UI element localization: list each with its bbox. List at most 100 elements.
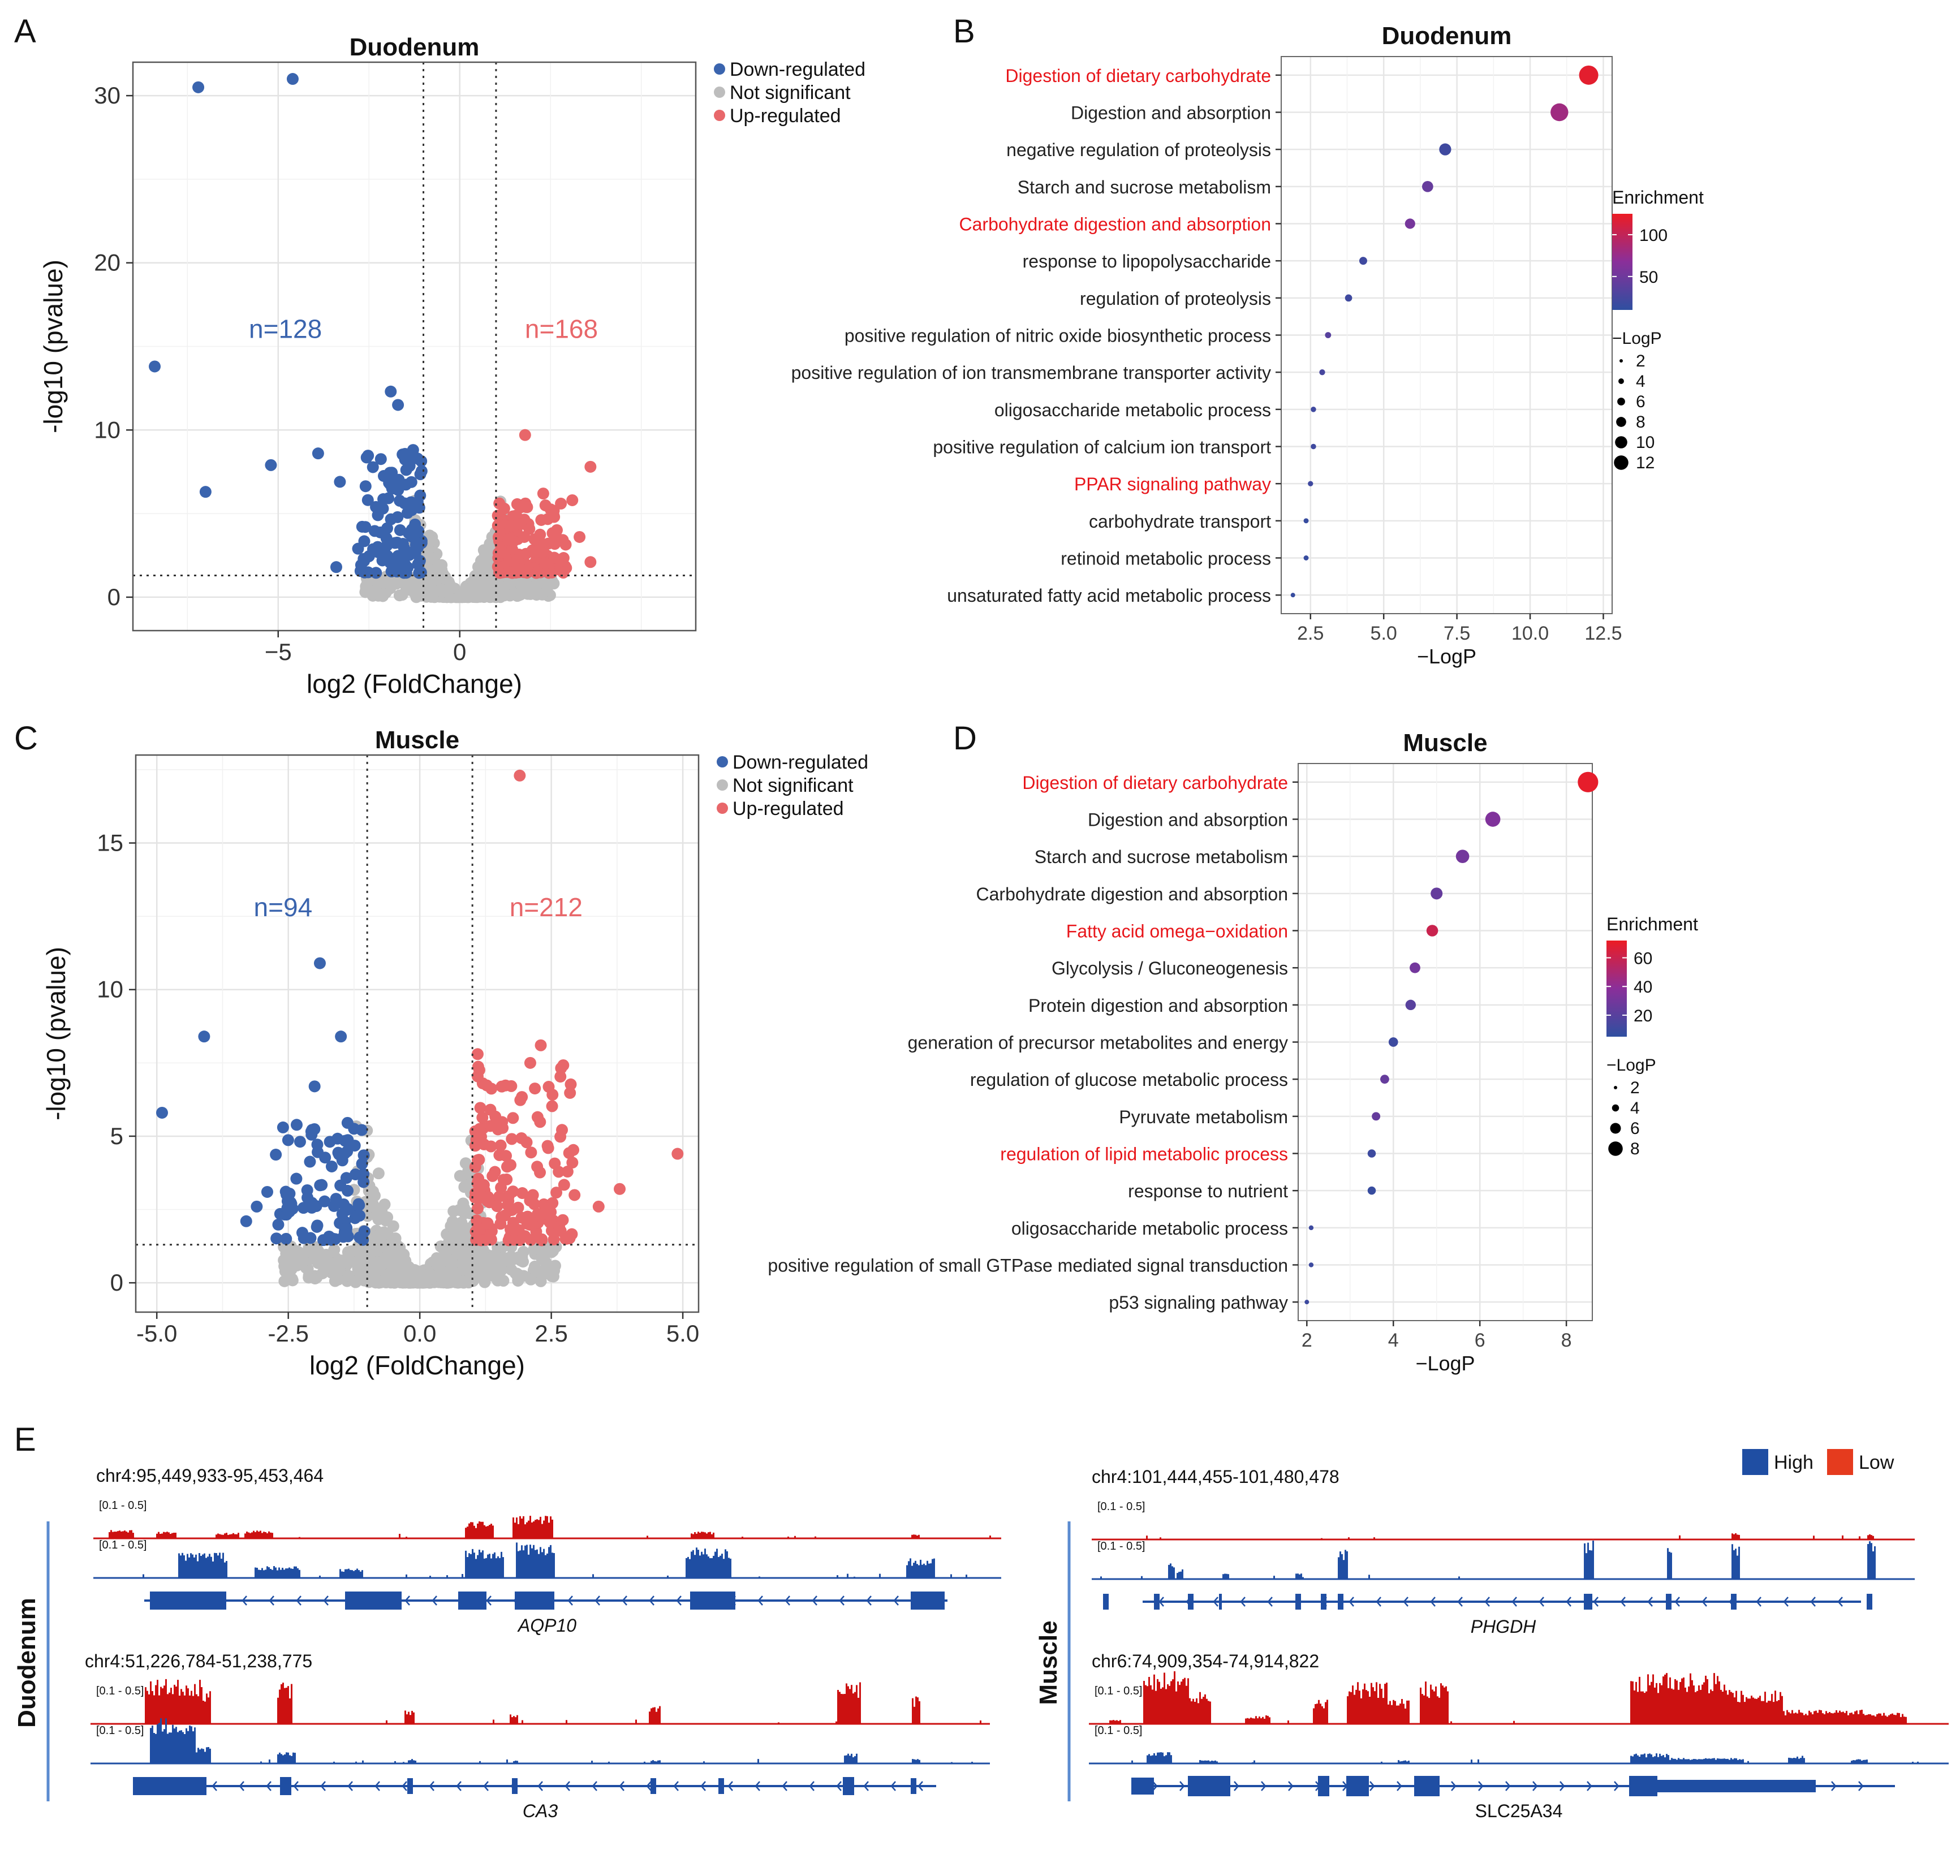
legend-swatch [717,756,728,767]
bubble-point [1303,555,1309,560]
exon [150,1592,175,1610]
point-up-regulated [514,518,527,531]
point-up-regulated [554,1131,567,1143]
point-down-regulated [359,521,372,533]
point-down-regulated [380,532,393,545]
legend-label: Not significant [730,82,851,103]
strand-arrow [1647,1597,1653,1607]
point-down-regulated [356,1158,368,1170]
size-legend-label: 10 [1636,433,1655,452]
point-up-regulated [554,1224,567,1237]
y-tick-label: 30 [94,82,120,109]
point-up-regulated [536,1233,548,1245]
size-legend-label: 6 [1630,1119,1640,1138]
strand-arrow [296,1595,301,1606]
point-up-regulated [561,1166,574,1178]
legend-label: Up-regulated [733,798,844,820]
point-down-regulated [362,450,374,462]
bubble-point [1439,143,1451,156]
point-down-regulated [392,399,404,411]
point-down-regulated [301,1192,314,1204]
size-legend-dot [1615,436,1627,448]
point-up-regulated [472,1172,485,1185]
locus-label: chr4:95,449,933-95,453,464 [96,1465,324,1486]
point-up-regulated [481,1217,494,1230]
colorbar-label: 20 [1634,1007,1652,1025]
data-points [149,73,597,603]
chart-title: Duodenum [1382,22,1512,50]
point-down-regulated [359,480,372,493]
point-up-regulated [565,1078,577,1090]
size-legend-dot [1614,1086,1617,1089]
point-not-significant [285,1263,298,1275]
point-up-regulated [514,769,526,782]
strand-arrow [782,1781,787,1791]
point-down-regulated [338,1198,350,1210]
size-legend-dot [1608,1141,1623,1156]
point-up-regulated [484,1103,497,1116]
point-up-regulated [507,1185,519,1198]
y-tick-label: 0 [110,1269,123,1296]
exon [1584,1594,1592,1610]
point-not-significant [430,1252,443,1264]
count-annotation: n=94 [254,892,313,922]
gene-model [1131,1776,1895,1796]
point-up-regulated [584,460,597,473]
exon [515,1592,554,1610]
point-down-regulated [290,1119,303,1131]
exon [1346,1776,1369,1796]
strand-arrow [866,1595,872,1606]
point-not-significant [410,1266,422,1278]
size-legend-label: 4 [1636,372,1645,391]
point-not-significant [505,1250,518,1263]
y-axis-label: -log10 (pvalue) [38,260,68,433]
point-down-regulated [270,1232,283,1245]
point-down-regulated [298,1232,310,1244]
strand-arrow [1566,1597,1571,1607]
exon [1219,1594,1222,1610]
term-label: Glycolysis / Gluconeogenesis [1052,958,1288,978]
term-label: retinoid metabolic process [1061,549,1271,569]
strand-arrow [1179,1781,1185,1791]
strand-arrow [727,1781,733,1791]
point-down-regulated [348,1140,361,1152]
term-label: negative regulation of proteolysis [1006,140,1271,160]
strand-arrow [404,1595,410,1606]
term-label: Digestion and absorption [1088,810,1288,830]
point-up-regulated [550,1187,563,1199]
strand-arrow [239,1781,244,1791]
strand-arrow [757,1595,763,1606]
point-down-regulated [399,558,411,571]
point-down-regulated [265,459,277,471]
volcano-plot-A: 0 10 20 30 −5 0 Duodenum log2 (FoldChange) -log1… [38,33,865,698]
legend-label: Not significant [733,775,854,796]
strand-arrow [567,1595,573,1606]
term-label: Starch and sucrose metabolism [1018,177,1271,197]
term-label: oligosaccharide metabolic process [994,400,1271,420]
coverage-signal [1092,1533,1916,1539]
coverage-signal [91,1718,992,1763]
locus-label: chr4:51,226,784-51,238,775 [85,1651,312,1671]
plot-border [132,61,697,632]
point-not-significant [301,1263,314,1275]
x-axis-label: log2 (FoldChange) [309,1351,525,1380]
point-down-regulated [361,494,374,506]
exon [718,1778,724,1794]
bubble-point [1380,1075,1389,1084]
strand-arrow [592,1781,597,1791]
legend-label: Low [1859,1452,1894,1473]
x-axis-label: log2 (FoldChange) [307,669,522,698]
point-not-significant [429,585,442,598]
strand-arrow [1240,1597,1246,1607]
x-tick-label: 6 [1475,1330,1485,1351]
legend-swatch [714,87,725,98]
strand-arrow [649,1595,654,1606]
point-up-regulated [520,564,533,576]
strand-arrow [242,1595,247,1606]
point-down-regulated [149,360,161,373]
point-up-regulated [485,1140,497,1153]
term-label: regulation of lipid metabolic process [1000,1144,1288,1165]
strand-arrow [893,1595,899,1606]
scale-label: [0.1 - 0.5] [96,1724,144,1737]
